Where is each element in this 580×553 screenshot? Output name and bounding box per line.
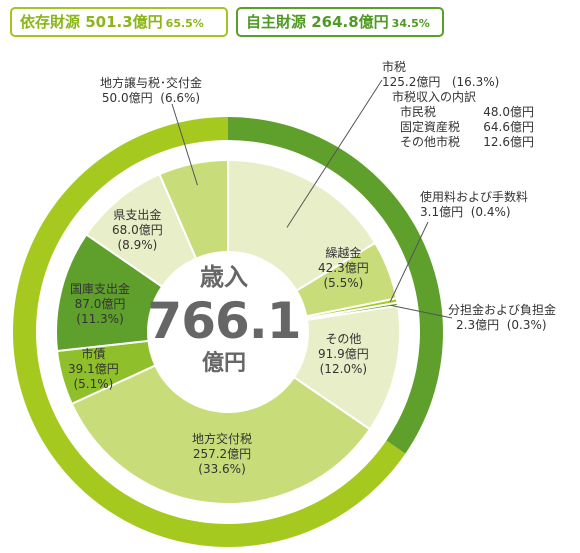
slice-value: 68.0億円 bbox=[112, 223, 163, 237]
slice-label-kenshishutsu: 県支出金 68.0億円 (8.9%) bbox=[112, 208, 163, 253]
slice-pct: (6.6%) bbox=[160, 91, 201, 105]
slice-pct: (5.5%) bbox=[323, 276, 364, 290]
breakdown-name: その他市税 bbox=[400, 135, 461, 149]
leader-line-joyozei bbox=[171, 103, 198, 186]
slice-label-chihokofu: 地方交付税 257.2億円 (33.6%) bbox=[192, 432, 252, 477]
leader-line-buntankin bbox=[390, 304, 453, 319]
slice-shiwari bbox=[227, 158, 377, 292]
slice-pct: (11.3%) bbox=[76, 312, 124, 326]
leader-lines bbox=[171, 79, 453, 319]
slice-chihokofu bbox=[70, 364, 372, 505]
chart-center-total: 歳入 766.1 億円 bbox=[144, 262, 304, 378]
own-revenue-badge: 自主財源 264.8億円 34.5% bbox=[236, 7, 444, 37]
slice-value: 3.1億円 bbox=[420, 205, 464, 219]
slice-pct: (12.0%) bbox=[319, 362, 368, 376]
slice-pct: (5.1%) bbox=[73, 377, 114, 391]
dependent-revenue-label: 依存財源 501.3億円 bbox=[20, 13, 163, 31]
slice-name: 市債 bbox=[81, 347, 106, 361]
inner-ring bbox=[55, 158, 401, 505]
outer-ring bbox=[13, 117, 443, 547]
slice-value: 87.0億円 bbox=[74, 297, 126, 311]
breakdown-name: 固定資産税 bbox=[400, 120, 461, 134]
slice-pct: (0.3%) bbox=[506, 318, 547, 332]
own-revenue-pct: 34.5% bbox=[391, 17, 430, 30]
slice-joyozei bbox=[158, 158, 229, 260]
breakdown-value: 12.6億円 bbox=[483, 135, 534, 149]
slice-label-shiyoryo: 使用料および手数料 3.1億円 (0.4%) bbox=[420, 190, 528, 220]
center-title: 歳入 bbox=[200, 263, 248, 291]
tax-breakdown: 市民税 48.0億円 固定資産税 64.6億円 その他市税 12.6億円 bbox=[400, 105, 534, 150]
slice-name: 地方譲与税･交付金 bbox=[100, 76, 203, 90]
slice-value: 2.3億円 bbox=[456, 318, 500, 332]
breakdown-name: 市民税 bbox=[400, 105, 437, 119]
slice-name: 県支出金 bbox=[113, 208, 162, 222]
slice-value: 257.2億円 bbox=[192, 447, 252, 461]
slice-value: 50.0億円 bbox=[101, 91, 153, 105]
slice-value: 39.1億円 bbox=[68, 362, 119, 376]
center-unit: 億円 bbox=[201, 351, 246, 376]
leader-line-shiyoryo bbox=[389, 221, 429, 302]
slice-name: 繰越金 bbox=[325, 246, 362, 260]
breakdown-row: その他市税 12.6億円 bbox=[400, 135, 534, 150]
slice-value: 42.3億円 bbox=[318, 261, 369, 275]
leader-line-shiwari bbox=[286, 79, 383, 228]
slice-value: 91.9億円 bbox=[318, 347, 369, 361]
breakdown-row: 市民税 48.0億円 bbox=[400, 105, 534, 120]
outer-ring-own bbox=[228, 117, 443, 454]
slice-pct: (8.9%) bbox=[117, 238, 158, 252]
breakdown-value: 48.0億円 bbox=[483, 105, 534, 119]
slice-label-joyozei: 地方譲与税･交付金 50.0億円 (6.6%) bbox=[100, 76, 202, 106]
center-amount: 766.1 bbox=[147, 292, 301, 350]
slice-label-kokko: 国庫支出金 87.0億円 (11.3%) bbox=[70, 282, 130, 327]
own-revenue-label: 自主財源 264.8億円 bbox=[246, 13, 389, 31]
slice-label-buntankin: 分担金および負担金 2.3億円 (0.3%) bbox=[448, 303, 556, 333]
slice-label-kurikoshi: 繰越金 42.3億円 (5.5%) bbox=[318, 246, 369, 291]
slice-label-shisai: 市債 39.1億円 (5.1%) bbox=[68, 347, 119, 392]
slice-name: 分担金および負担金 bbox=[448, 303, 557, 317]
slice-name: 地方交付税 bbox=[192, 432, 253, 446]
breakdown-row: 固定資産税 64.6億円 bbox=[400, 120, 534, 135]
slice-name: 使用料および手数料 bbox=[420, 190, 529, 204]
slice-name: その他 bbox=[325, 332, 362, 346]
slice-name: 市税 bbox=[382, 60, 407, 74]
slice-value: 125.2億円 bbox=[382, 75, 441, 89]
slice-label-sonota: その他 91.9億円 (12.0%) bbox=[318, 332, 369, 377]
breakdown-title: 市税収入の内訳 bbox=[392, 90, 477, 104]
slice-pct: (16.3%) bbox=[451, 75, 500, 89]
slice-pct: (33.6%) bbox=[198, 462, 246, 476]
dependent-revenue-pct: 65.5% bbox=[165, 17, 204, 30]
slice-name: 国庫支出金 bbox=[70, 282, 131, 296]
dependent-revenue-badge: 依存財源 501.3億円 65.5% bbox=[10, 7, 228, 37]
slice-label-shiwari: 市税 125.2億円 (16.3%) 市税収入の内訳 市民税 48.0億円 固定資… bbox=[382, 60, 534, 150]
slice-pct: (0.4%) bbox=[470, 205, 511, 219]
breakdown-value: 64.6億円 bbox=[483, 120, 534, 134]
